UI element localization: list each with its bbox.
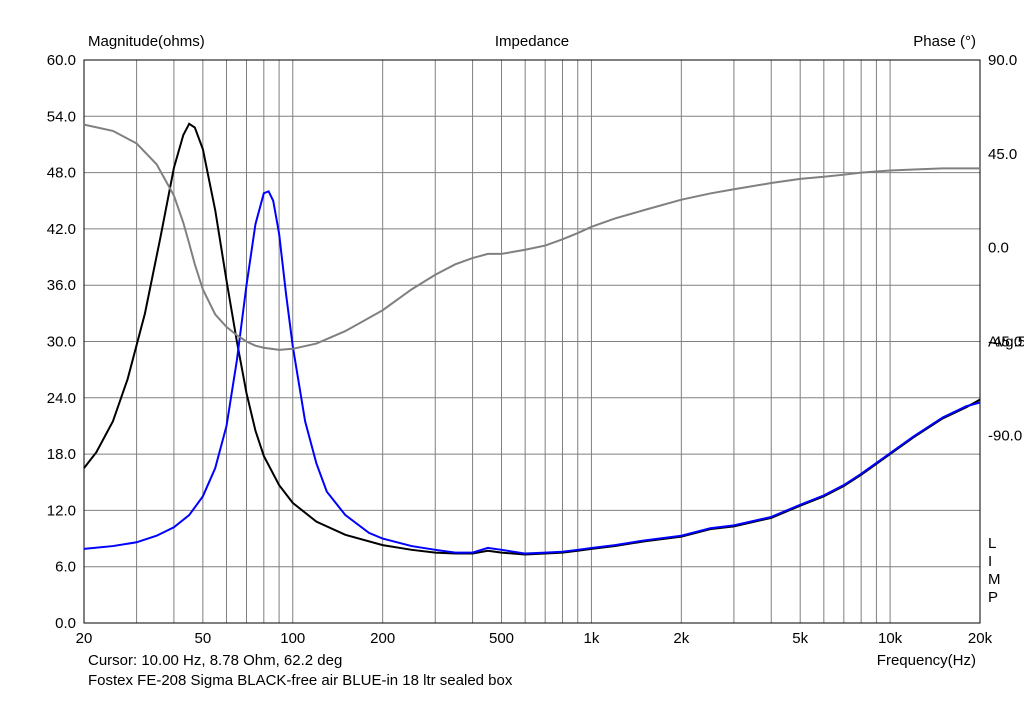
x-axis-title: Frequency(Hz) <box>877 652 976 669</box>
svg-text:42.0: 42.0 <box>47 221 76 238</box>
y-left-axis-title: Magnitude(ohms) <box>88 33 205 50</box>
svg-text:1k: 1k <box>584 630 600 647</box>
limp-label: L <box>988 535 996 552</box>
svg-text:10k: 10k <box>878 630 903 647</box>
limp-label: I <box>988 553 992 570</box>
cursor-readout: Cursor: 10.00 Hz, 8.78 Ohm, 62.2 deg <box>88 652 342 669</box>
svg-text:100: 100 <box>280 630 305 647</box>
svg-text:50: 50 <box>195 630 212 647</box>
svg-text:12.0: 12.0 <box>47 502 76 519</box>
svg-text:18.0: 18.0 <box>47 446 76 463</box>
svg-text:36.0: 36.0 <box>47 277 76 294</box>
svg-text:48.0: 48.0 <box>47 165 76 182</box>
svg-text:200: 200 <box>370 630 395 647</box>
svg-text:24.0: 24.0 <box>47 390 76 407</box>
svg-text:20k: 20k <box>968 630 993 647</box>
impedance-chart: 20 100 1k 10k 50 200 500 2k 5k 20k 0.0 6.0 12.0 18.0 2… <box>0 0 1024 705</box>
chart-title: Impedance <box>495 33 569 50</box>
limp-label: P <box>988 589 998 606</box>
y-right-axis-title: Phase (°) <box>913 33 976 50</box>
svg-text:30.0: 30.0 <box>47 334 76 351</box>
svg-text:20: 20 <box>76 630 93 647</box>
svg-text:60.0: 60.0 <box>47 52 76 69</box>
avg-label: Avg:5 <box>988 334 1024 351</box>
svg-text:6.0: 6.0 <box>55 559 76 576</box>
svg-text:0.0: 0.0 <box>988 240 1009 257</box>
limp-label: M <box>988 571 1001 588</box>
svg-text:500: 500 <box>489 630 514 647</box>
svg-text:0.0: 0.0 <box>55 615 76 632</box>
svg-text:54.0: 54.0 <box>47 108 76 125</box>
svg-text:-90.0: -90.0 <box>988 427 1022 444</box>
svg-text:90.0: 90.0 <box>988 52 1017 69</box>
svg-text:2k: 2k <box>673 630 689 647</box>
svg-text:5k: 5k <box>792 630 808 647</box>
svg-text:45.0: 45.0 <box>988 146 1017 163</box>
caption: Fostex FE-208 Sigma BLACK-free air BLUE-… <box>88 672 513 689</box>
